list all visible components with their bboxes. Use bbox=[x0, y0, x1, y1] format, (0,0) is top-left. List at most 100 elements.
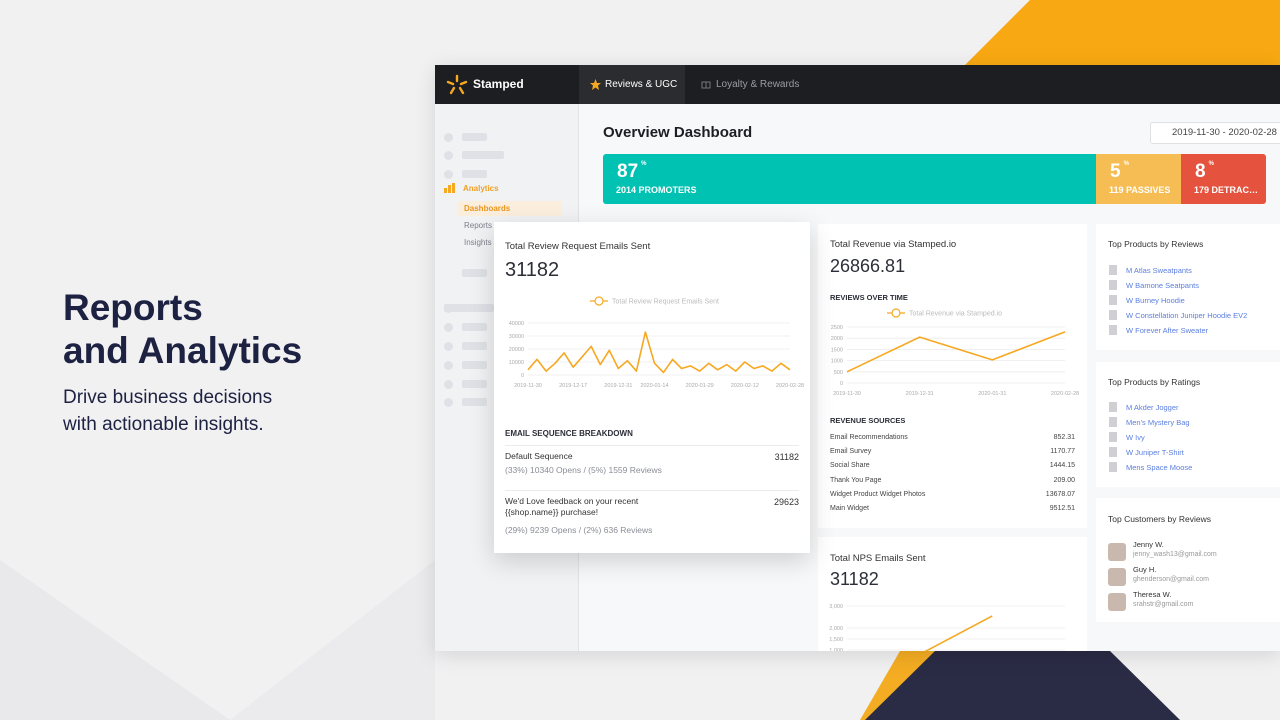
sequence-detail: (33%) 10340 Opens / (5%) 1559 Reviews bbox=[505, 465, 662, 475]
top-products-ratings: Top Products by Ratings M Akder Jogger Men… bbox=[1096, 362, 1280, 487]
product-link[interactable]: Mens Space Moose bbox=[1126, 463, 1193, 472]
product-link[interactable]: W Burney Hoodie bbox=[1126, 296, 1185, 305]
y-tick-label: 20000 bbox=[509, 347, 524, 353]
card-title: Total NPS Emails Sent bbox=[830, 553, 926, 564]
thumbnail bbox=[1109, 265, 1117, 275]
placeholder-dot bbox=[444, 361, 453, 370]
x-tick-label: 2020-02-28 bbox=[1051, 391, 1079, 397]
sequence-count: 31182 bbox=[774, 452, 799, 462]
app-window: Stamped Reviews & UGC Loyalty & Rewards … bbox=[435, 65, 1280, 651]
icon-bar bbox=[444, 188, 447, 193]
product-link[interactable]: W Constellation Juniper Hoodie EV2 bbox=[1126, 311, 1248, 320]
thumbnail bbox=[1109, 417, 1117, 427]
sequence-name: We'd Love feedback on your recent {{shop… bbox=[505, 496, 639, 517]
product-link[interactable]: W Juniper T-Shirt bbox=[1126, 448, 1184, 457]
source-amount: 1170.77 bbox=[1050, 448, 1075, 456]
card-title: Total Review Request Emails Sent bbox=[505, 241, 651, 252]
thumbnail bbox=[1109, 310, 1117, 320]
product-link[interactable]: W Forever After Sweater bbox=[1126, 326, 1209, 335]
placeholder-bar bbox=[462, 323, 487, 331]
product-link[interactable]: M Atlas Sweatpants bbox=[1126, 266, 1192, 275]
placeholder-dot bbox=[444, 342, 453, 351]
x-tick-label: 2020-02-12 bbox=[731, 383, 759, 389]
customer-email: jenny_wash13@gmail.com bbox=[1133, 551, 1217, 558]
hero-title: Reports and Analytics bbox=[63, 286, 302, 372]
avatar bbox=[1108, 568, 1126, 586]
nps-emails-card: 500 1,000 1,500 2,000 3,000 Total NPS Emails … bbox=[818, 537, 1087, 651]
y-tick-label: 0 bbox=[521, 373, 524, 379]
nps-value: 8% bbox=[1195, 161, 1214, 183]
x-tick-label: 2020-01-31 bbox=[978, 391, 1006, 397]
sequence-detail: (29%) 9239 Opens / (2%) 636 Reviews bbox=[505, 525, 653, 535]
card-title: Total Revenue via Stamped.io bbox=[830, 239, 957, 250]
sidebar-section: Analytics bbox=[463, 184, 499, 193]
thumbnail bbox=[1109, 325, 1117, 335]
source-name: Email Survey bbox=[830, 448, 872, 456]
top-customers: Top Customers by Reviews Jenny W. jenny_wa… bbox=[1096, 498, 1280, 622]
nps-label: 2014 PROMOTERS bbox=[616, 185, 697, 195]
title-line: Reports bbox=[63, 287, 203, 328]
placeholder-bar bbox=[462, 342, 487, 350]
nps-segment: 5% 119 PASSIVES bbox=[1096, 154, 1181, 204]
tab[interactable]: Loyalty & Rewards bbox=[716, 79, 800, 90]
divider bbox=[505, 445, 799, 446]
source-amount: 9512.51 bbox=[1049, 505, 1075, 512]
nps-unit: % bbox=[641, 161, 647, 167]
card-total: 26866.81 bbox=[830, 256, 906, 276]
sidebar-item[interactable]: Reports bbox=[464, 221, 493, 230]
revenue-card: Total Revenue via Stamped.io 0 500 1000 1500… bbox=[818, 224, 1087, 528]
product-link[interactable]: W Bamone Seatpants bbox=[1126, 281, 1199, 290]
legend-marker bbox=[594, 296, 604, 306]
thumbnail bbox=[1109, 295, 1117, 305]
logo bbox=[446, 74, 468, 95]
nps-unit: % bbox=[1123, 161, 1129, 167]
section-heading: REVENUE SOURCES bbox=[830, 416, 906, 425]
y-tick-label: 2000 bbox=[831, 336, 843, 342]
placeholder-dot bbox=[444, 151, 453, 160]
thumbnail bbox=[1109, 402, 1117, 412]
source-amount: 13678.07 bbox=[1045, 490, 1075, 498]
nps-number: 5 bbox=[1110, 161, 1121, 182]
placeholder-bar bbox=[462, 151, 504, 159]
subtitle-line: Drive business decisions bbox=[63, 387, 273, 408]
placeholder-bar bbox=[462, 398, 487, 406]
title-line: and Analytics bbox=[63, 330, 303, 371]
y-tick-label: 3,000 bbox=[829, 604, 843, 610]
date-range[interactable]: 2019-11-30 - 2020-02-28 bbox=[1150, 122, 1280, 144]
nps-number: 8 bbox=[1195, 161, 1206, 182]
placeholder-bar bbox=[444, 304, 494, 312]
y-tick-label: 10000 bbox=[509, 360, 524, 366]
sidebar-item[interactable]: Insights bbox=[464, 238, 492, 247]
placeholder-dot bbox=[444, 323, 453, 332]
thumbnail bbox=[1109, 447, 1117, 457]
data-line bbox=[924, 615, 993, 651]
top-bar: Stamped Reviews & UGC Loyalty & Rewards bbox=[435, 65, 1280, 104]
x-tick-label: 2019-11-30 bbox=[514, 383, 542, 389]
section-heading: EMAIL SEQUENCE BREAKDOWN bbox=[505, 429, 633, 438]
nps-unit: % bbox=[1208, 161, 1214, 167]
x-tick-label: 2019-12-17 bbox=[559, 383, 587, 389]
nps-number: 87 bbox=[617, 161, 639, 182]
legend-label: Total Review Request Emails Sent bbox=[612, 299, 719, 306]
source-amount: 852.31 bbox=[1053, 434, 1075, 441]
card-total: 31182 bbox=[830, 569, 879, 589]
sidebar-item[interactable]: Dashboards bbox=[458, 201, 561, 216]
product-link[interactable]: W Ivy bbox=[1126, 433, 1145, 442]
star-icon bbox=[590, 79, 601, 90]
avatar bbox=[1108, 593, 1126, 611]
product-link[interactable]: M Akder Jogger bbox=[1126, 403, 1179, 412]
legend-marker bbox=[891, 308, 901, 318]
customer-email: ghenderson@gmail.com bbox=[1133, 576, 1209, 583]
nps-segment: 87% 2014 PROMOTERS bbox=[603, 154, 1096, 204]
customer-name: Jenny W. bbox=[1133, 540, 1164, 549]
product-link[interactable]: Men's Mystery Bag bbox=[1126, 418, 1190, 427]
y-tick-label: 30000 bbox=[509, 334, 524, 340]
y-tick-label: 2500 bbox=[831, 325, 843, 331]
y-tick-label: 1,000 bbox=[829, 648, 843, 651]
y-tick-label: 1,500 bbox=[829, 637, 843, 643]
thumbnail bbox=[1109, 280, 1117, 290]
source-amount: 209.00 bbox=[1053, 476, 1075, 484]
x-tick-label: 2020-01-14 bbox=[640, 383, 668, 389]
